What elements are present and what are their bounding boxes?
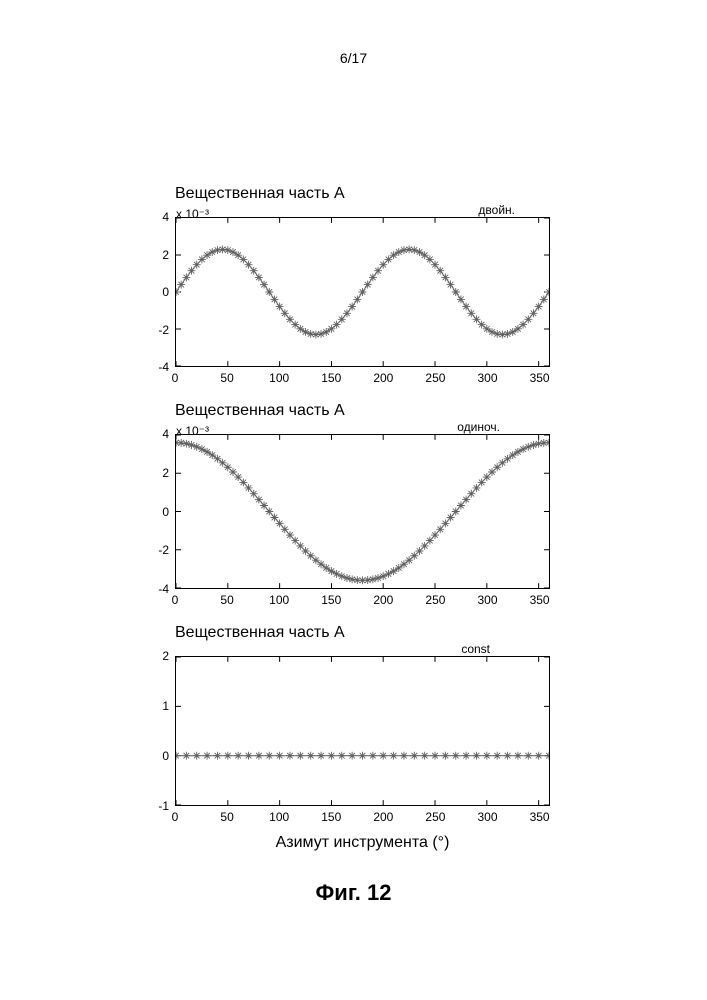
x-axis-labels: 0 50 100 150 200 250 300 350 xyxy=(175,593,550,609)
plot-area xyxy=(175,434,550,589)
chart-title: Вещественная часть A xyxy=(175,402,550,420)
x-axis-labels: 0 50 100 150 200 250 300 350 xyxy=(175,371,550,387)
x-axis-label: Азимут инструмента (°) xyxy=(175,834,550,852)
chart-title: Вещественная часть A xyxy=(175,624,550,642)
page-number: 6/17 xyxy=(0,0,707,66)
chart-dvoyn: Вещественная часть A двойн. x 10⁻³ -4-20… xyxy=(130,185,550,367)
x-tick-label: 0 xyxy=(172,371,179,385)
x-tick-label: 150 xyxy=(321,810,341,824)
y-tick-label: 2 xyxy=(162,248,169,262)
plot-area xyxy=(175,656,550,806)
x-tick-label: 200 xyxy=(373,593,393,607)
x-tick-label: 250 xyxy=(425,593,445,607)
y-tick-label: -2 xyxy=(158,543,169,557)
x-tick-label: 250 xyxy=(425,371,445,385)
chart-subscript: двойн. xyxy=(478,203,515,217)
page: 6/17 Вещественная часть A двойн. x 10⁻³ … xyxy=(0,0,707,1000)
x-tick-label: 150 xyxy=(321,371,341,385)
y-tick-label: -4 xyxy=(158,360,169,374)
x-tick-label: 50 xyxy=(220,371,233,385)
plot-area xyxy=(175,217,550,367)
x-tick-label: 100 xyxy=(269,810,289,824)
x-tick-label: 300 xyxy=(477,593,497,607)
charts-container: Вещественная часть A двойн. x 10⁻³ -4-20… xyxy=(130,185,550,858)
x-tick-label: 0 xyxy=(172,810,179,824)
x-tick-label: 150 xyxy=(321,593,341,607)
x-tick-label: 100 xyxy=(269,371,289,385)
chart-const: Вещественная часть A const -1012 0501001… xyxy=(130,624,550,852)
x-tick-label: 300 xyxy=(477,810,497,824)
chart-subscript: одиноч. xyxy=(457,420,500,434)
y-tick-label: -4 xyxy=(158,582,169,596)
y-tick-label: 0 xyxy=(162,505,169,519)
x-tick-label: 350 xyxy=(530,810,550,824)
x-tick-label: 350 xyxy=(530,371,550,385)
y-tick-label: 2 xyxy=(162,466,169,480)
y-tick-label: 0 xyxy=(162,749,169,763)
y-tick-label: 2 xyxy=(162,649,169,663)
x-tick-label: 300 xyxy=(477,371,497,385)
x-tick-label: 350 xyxy=(530,593,550,607)
y-tick-label: 0 xyxy=(162,285,169,299)
y-tick-label: 4 xyxy=(162,427,169,441)
y-tick-label: 1 xyxy=(162,699,169,713)
y-tick-label: -2 xyxy=(158,323,169,337)
x-axis-labels: 0 50 100 150 200 250 300 350 xyxy=(175,810,550,826)
x-tick-label: 200 xyxy=(373,810,393,824)
chart-title: Вещественная часть A xyxy=(175,185,550,203)
x-tick-label: 0 xyxy=(172,593,179,607)
chart-subscript: const xyxy=(461,642,490,656)
x-tick-label: 50 xyxy=(220,810,233,824)
x-tick-label: 200 xyxy=(373,371,393,385)
x-tick-label: 50 xyxy=(220,593,233,607)
y-tick-label: 4 xyxy=(162,210,169,224)
y-axis-labels: -4-2024 xyxy=(137,217,169,367)
y-axis-labels: -1012 xyxy=(137,656,169,806)
x-tick-label: 100 xyxy=(269,593,289,607)
figure-caption: Фиг. 12 xyxy=(0,880,707,906)
y-axis-labels: -4-2024 xyxy=(137,434,169,589)
chart-odinoch: Вещественная часть A одиноч. x 10⁻³ -4-2… xyxy=(130,402,550,589)
y-tick-label: -1 xyxy=(158,799,169,813)
x-tick-label: 250 xyxy=(425,810,445,824)
